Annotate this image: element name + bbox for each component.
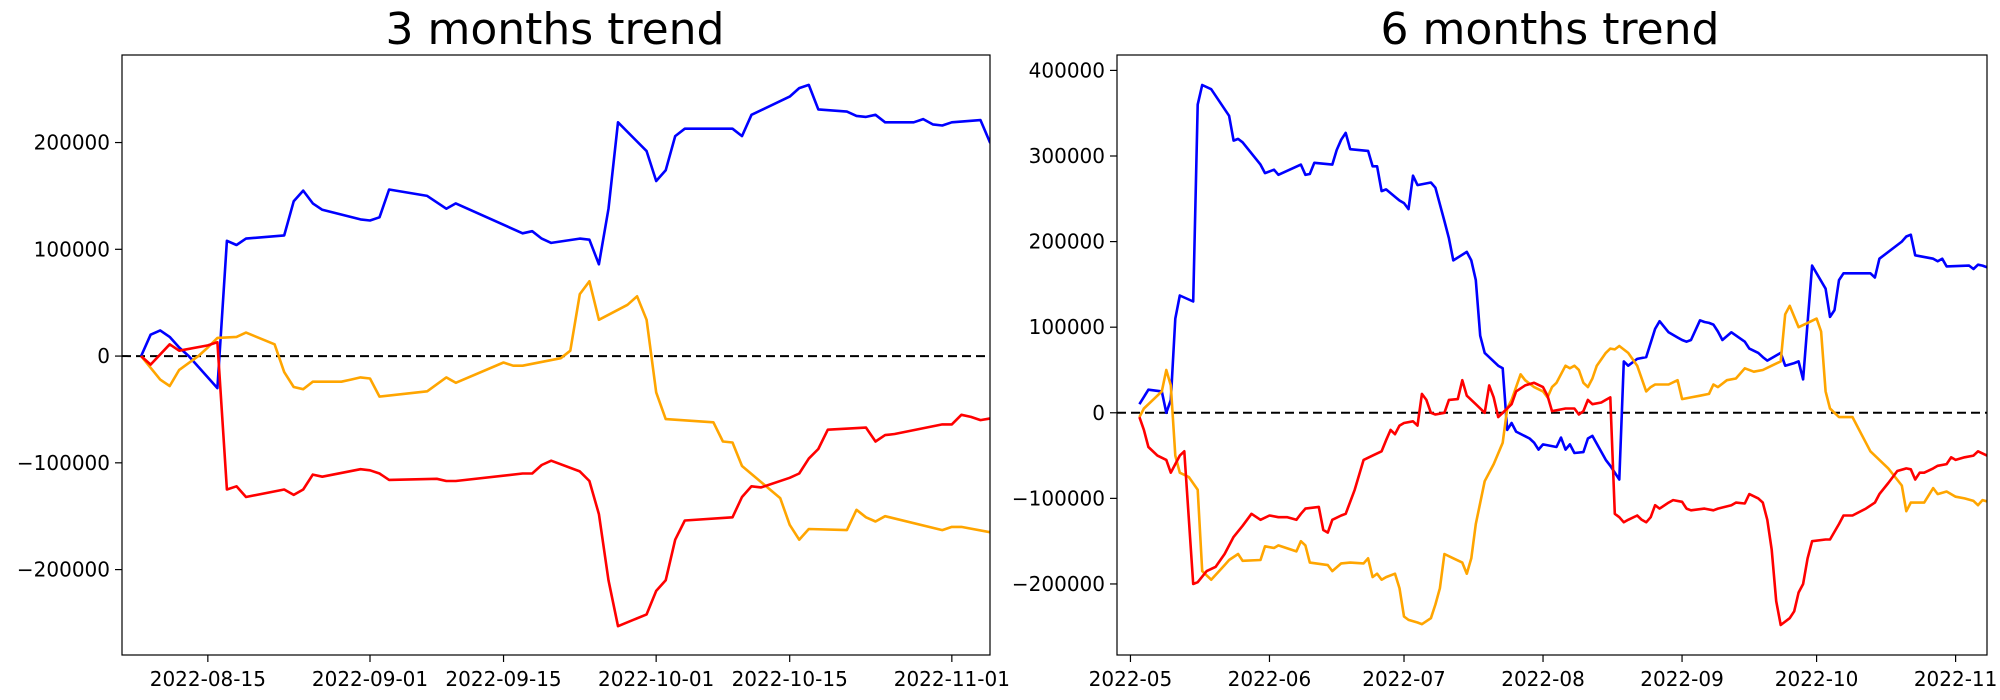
x-tick-label: 2022-05 [1089,667,1173,691]
x-tick-label: 2022-08-15 [150,667,266,691]
y-tick-label: −200000 [17,558,110,582]
y-tick-label: 200000 [1029,230,1105,254]
x-tick-label: 2022-08 [1501,667,1585,691]
y-tick-label: 0 [1092,401,1105,425]
axes-frame [121,54,991,656]
chart-title: 6 months trend [1381,4,1720,55]
x-tick-label: 2022-10-01 [598,667,714,691]
y-tick-label: −100000 [17,451,110,475]
y-tick-label: 100000 [34,237,110,261]
series-line-2 [1138,304,1987,626]
x-tick-label: 2022-10 [1775,667,1859,691]
x-tick-label: 2022-10-15 [732,667,848,691]
chart-title: 3 months trend [386,4,725,55]
chart-3-months: 3 months trend −200000 −100000 0 100000 2000… [17,4,1010,691]
x-tick-label: 2022-09-01 [312,667,428,691]
x-tick-label: 2022-07 [1362,667,1446,691]
series-line-3 [140,340,990,628]
y-tick-label: 100000 [1029,315,1105,339]
plot-area: −200000 −100000 0 100000 200000 2022-08-15 202… [17,54,1010,691]
axes-frame [1116,54,1988,656]
series-line-1 [1138,83,1987,481]
y-tick-label: 300000 [1029,144,1105,168]
x-tick-label: 2022-11 [1914,667,1998,691]
series-line-3 [1138,378,1987,627]
plot-area: −200000 −100000 0 100000 200000 300000 400000 2… [1012,54,1998,691]
x-tick-label: 2022-09 [1640,667,1724,691]
series-line-2 [140,279,990,542]
x-tick-label: 2022-09-15 [445,667,561,691]
y-tick-label: 0 [97,344,110,368]
chart-6-months: 6 months trend −200000 −100000 0 100000 2000… [1012,4,1998,691]
y-tick-label: −200000 [1012,572,1105,596]
y-tick-label: 200000 [34,131,110,155]
series-line-1 [139,83,990,390]
x-tick-label: 2022-11-01 [894,667,1010,691]
y-tick-label: −100000 [1012,486,1105,510]
y-tick-label: 400000 [1029,58,1105,82]
x-tick-label: 2022-06 [1228,667,1312,691]
